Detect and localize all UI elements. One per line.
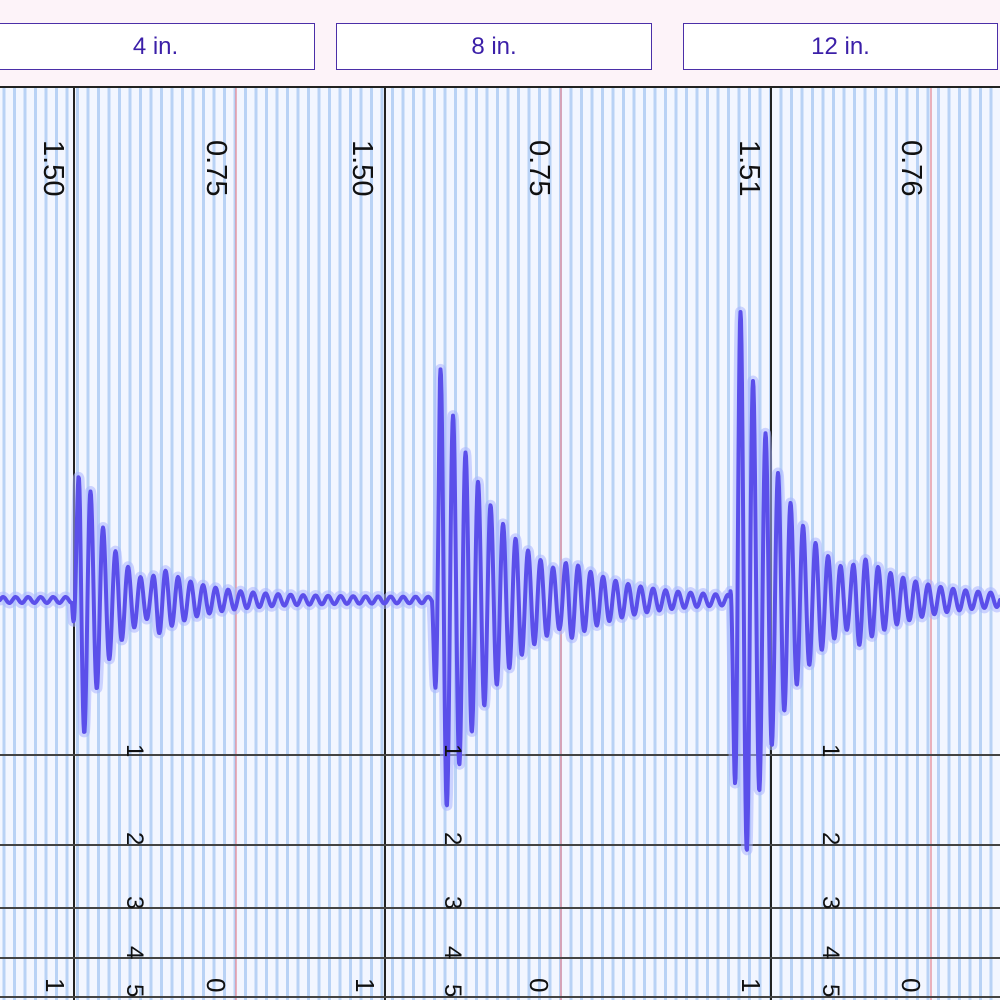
- waveform-line: [0, 310, 1000, 852]
- marker-label-2-left: 1.50: [346, 140, 378, 196]
- ruler-bottom-label: 0: [524, 978, 554, 992]
- tab-4-in[interactable]: 4 in.: [0, 23, 315, 70]
- scale-label: 2: [121, 832, 148, 845]
- scale-labels-panel-2: 1 2 3 4 5: [439, 744, 466, 997]
- scale-label: 2: [439, 832, 466, 845]
- scale-label: 3: [121, 896, 148, 909]
- scale-labels-panel-3: 1 2 3 4 5: [817, 744, 844, 997]
- scale-label: 4: [121, 946, 148, 959]
- scale-label: 1: [817, 744, 844, 757]
- marker-label-3-left: 1.51: [733, 140, 765, 196]
- scale-label: 5: [817, 984, 844, 997]
- marker-label-1-left: 1.50: [37, 140, 69, 196]
- scale-label: 2: [817, 832, 844, 845]
- scale-label: 3: [439, 896, 466, 909]
- tab-4-in-label: 4 in.: [132, 32, 179, 60]
- marker-label-3-right: 0.76: [895, 140, 927, 196]
- waveform-plot: 1.50 0.75 1.50 0.75 1.51 0.76 1 2 3 4 5 …: [0, 86, 1000, 1000]
- scale-label: 3: [817, 896, 844, 909]
- panel-3-labels: 1.51 0.76: [733, 140, 927, 196]
- scale-label: 1: [439, 744, 466, 757]
- scale-label: 5: [439, 984, 466, 997]
- waveform-group: [0, 306, 1000, 856]
- panel-1-labels: 1.50 0.75: [37, 140, 232, 196]
- ruler-bottom-label: 1: [350, 978, 380, 992]
- marker-label-2-right: 0.75: [523, 140, 555, 196]
- tab-8-in-label: 8 in.: [471, 32, 517, 60]
- ruler-bottom-label: 1: [736, 978, 766, 992]
- scale-label: 4: [817, 946, 844, 959]
- ruler-bottom-label: 1: [40, 978, 70, 992]
- panel-2-labels: 1.50 0.75: [346, 140, 555, 196]
- red-marker-lines: [235, 86, 932, 1000]
- marker-label-1-right: 0.75: [200, 140, 232, 196]
- scale-label: 4: [439, 946, 466, 959]
- ruler-bottom-label: 0: [201, 978, 231, 992]
- tab-12-in[interactable]: 12 in.: [683, 23, 998, 70]
- tab-12-in-label: 12 in.: [811, 32, 870, 60]
- scale-label: 1: [121, 744, 148, 757]
- ruler-bottom-label: 0: [896, 978, 926, 992]
- tab-8-in[interactable]: 8 in.: [336, 23, 652, 70]
- scale-labels-panel-1: 1 2 3 4 5: [121, 744, 148, 997]
- scale-label: 5: [121, 984, 148, 997]
